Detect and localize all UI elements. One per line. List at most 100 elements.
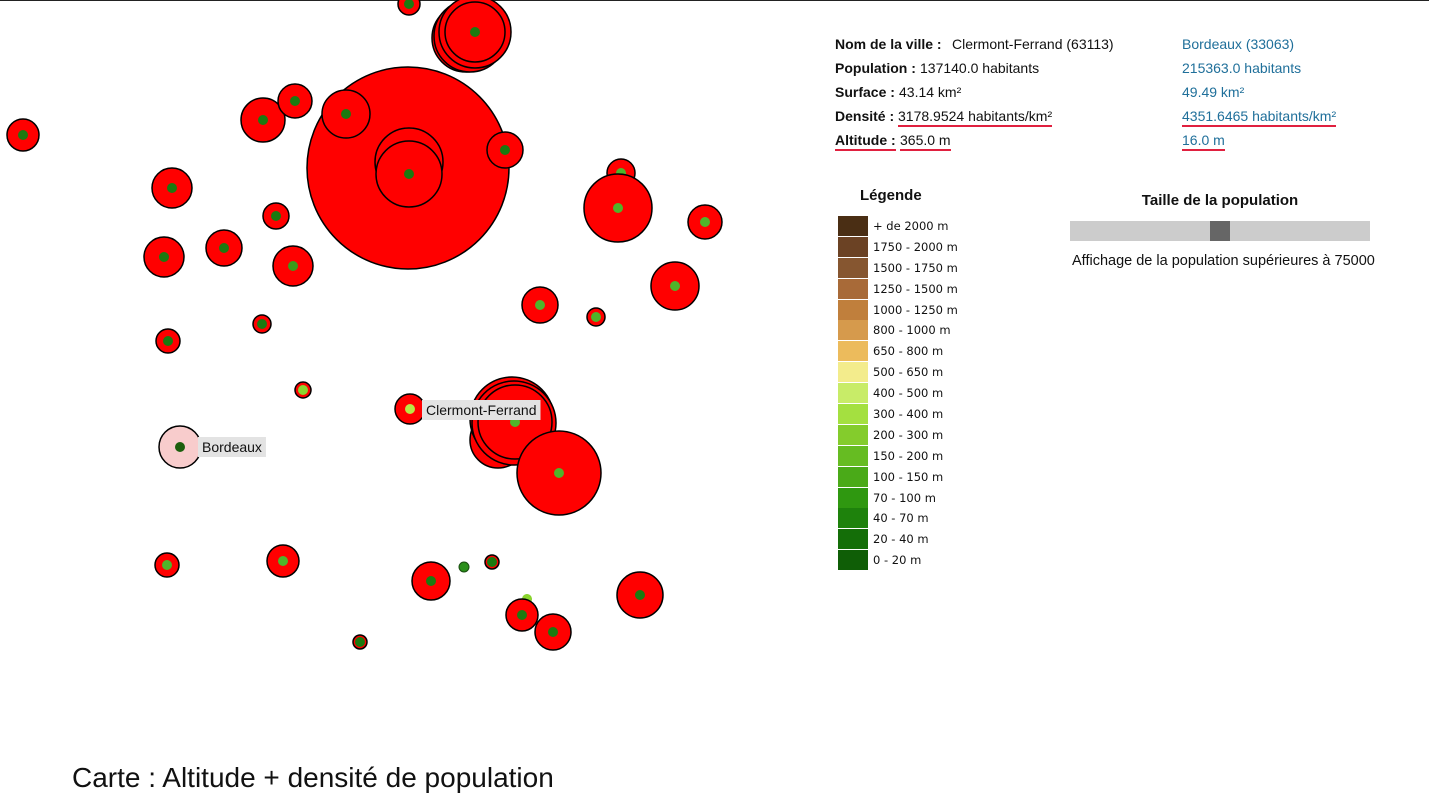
info-value-city1: Clermont-Ferrand (63113) <box>952 36 1114 52</box>
city-marker[interactable] <box>586 307 606 327</box>
legend-label: 300 - 400 m <box>873 407 944 422</box>
info-value-city2: 215363.0 habitants <box>1182 60 1302 76</box>
legend-swatch <box>838 529 868 550</box>
city-marker[interactable] <box>521 286 559 324</box>
altitude-dot <box>554 468 564 478</box>
city-marker[interactable] <box>262 202 290 230</box>
city-label-text: Clermont-Ferrand <box>426 402 536 418</box>
city-marker[interactable] <box>143 236 185 278</box>
slider-thumb[interactable] <box>1210 221 1230 241</box>
altitude-dot <box>18 130 28 140</box>
city-marker[interactable] <box>272 245 314 287</box>
city-marker[interactable] <box>397 0 421 16</box>
info-value-city2: Bordeaux (33063) <box>1182 36 1295 52</box>
altitude-dot <box>258 115 268 125</box>
legend-label: 650 - 800 m <box>873 344 944 359</box>
legend-swatch <box>838 550 868 571</box>
info-value-city2: 4351.6465 habitants/km² <box>1182 108 1337 127</box>
city-marker[interactable] <box>151 167 193 209</box>
legend-label: 100 - 150 m <box>873 469 944 484</box>
legend-label: + de 2000 m <box>873 219 949 233</box>
city-marker[interactable] <box>486 131 524 169</box>
map-caption: Carte : Altitude + densité de population <box>72 762 554 793</box>
altitude-dot <box>271 211 281 221</box>
city-marker[interactable] <box>375 140 443 208</box>
city-marker[interactable] <box>154 552 180 578</box>
legend-title: Légende <box>860 187 922 204</box>
altitude-dot <box>535 300 545 310</box>
altitude-dot <box>517 610 527 620</box>
info-row: Altitude :365.0 m 16.0 m <box>835 132 1395 152</box>
legend-label: 1250 - 1500 m <box>873 281 958 296</box>
city-marker[interactable] <box>444 1 506 63</box>
info-value-city1: 137140.0 habitants <box>920 60 1040 76</box>
legend-swatch <box>838 278 868 299</box>
city-marker[interactable] <box>294 381 312 399</box>
legend-swatch <box>838 320 868 341</box>
city-marker[interactable] <box>505 598 539 632</box>
info-value-city1: 43.14 km² <box>899 84 962 100</box>
small-city-dot[interactable] <box>458 561 470 573</box>
altitude-dot <box>290 96 300 106</box>
city-marker[interactable] <box>240 97 286 143</box>
altitude-dot <box>613 203 623 213</box>
city-marker[interactable] <box>583 173 653 243</box>
legend-label: 20 - 40 m <box>873 532 929 547</box>
city-marker[interactable] <box>252 314 272 334</box>
city-marker[interactable] <box>394 393 426 425</box>
legend-label: 1500 - 1750 m <box>873 260 958 275</box>
legend-swatch <box>838 445 868 466</box>
city-marker[interactable] <box>266 544 300 578</box>
legend-label: 200 - 300 m <box>873 427 944 442</box>
info-key: Altitude : <box>835 132 896 151</box>
info-row: Population :137140.0 habitants 215363.0 h… <box>835 60 1395 80</box>
city-label-text: Bordeaux <box>202 439 262 455</box>
legend-swatch <box>838 404 868 425</box>
city-marker[interactable] <box>687 204 723 240</box>
legend-label: 0 - 20 m <box>873 553 922 568</box>
city-marker[interactable] <box>650 261 700 311</box>
legend-swatch <box>838 424 868 445</box>
legend-label: 1000 - 1250 m <box>873 302 958 317</box>
legend-swatch <box>838 216 868 236</box>
city-marker[interactable] <box>534 613 572 651</box>
altitude-dot <box>700 217 710 227</box>
top-border <box>0 0 1429 1</box>
city-marker[interactable] <box>155 328 181 354</box>
population-slider[interactable] <box>1070 221 1370 241</box>
city-marker[interactable] <box>411 561 451 601</box>
city-marker[interactable] <box>484 554 500 570</box>
city-marker[interactable] <box>352 634 368 650</box>
city-marker[interactable] <box>6 118 40 152</box>
info-value-city2: 49.49 km² <box>1182 84 1245 100</box>
altitude-dot <box>355 637 365 647</box>
city-marker[interactable] <box>616 571 664 619</box>
city-marker[interactable] <box>277 83 313 119</box>
city-label: Bordeaux <box>198 437 266 457</box>
altitude-dot <box>219 243 229 253</box>
legend-label: 150 - 200 m <box>873 448 944 463</box>
info-key: Densité : <box>835 108 895 124</box>
slider-title: Taille de la population <box>1141 192 1299 209</box>
altitude-dot <box>163 336 173 346</box>
city-marker[interactable] <box>321 89 371 139</box>
city-marker[interactable] <box>205 229 243 267</box>
info-row: Surface :43.14 km² 49.49 km² <box>835 84 1395 104</box>
legend-swatch <box>838 362 868 383</box>
altitude-dot <box>548 627 558 637</box>
altitude-dot <box>500 145 510 155</box>
info-row: Densité :3178.9524 habitants/km² 4351.646… <box>835 108 1395 128</box>
legend-swatch <box>838 299 868 320</box>
legend-label: 40 - 70 m <box>873 511 929 526</box>
legend-swatch <box>838 466 868 487</box>
selected-city-marker[interactable] <box>158 425 202 469</box>
city-label-bg <box>198 437 266 457</box>
altitude-dot <box>670 281 680 291</box>
altitude-dot <box>257 319 267 329</box>
altitude-dot <box>404 169 414 179</box>
legend-label: 1750 - 2000 m <box>873 239 958 254</box>
altitude-dot <box>175 442 185 452</box>
city-marker[interactable] <box>516 430 602 516</box>
legend-swatch <box>838 257 868 278</box>
city-map[interactable]: Clermont-Ferrand Bordeaux <box>0 0 800 740</box>
